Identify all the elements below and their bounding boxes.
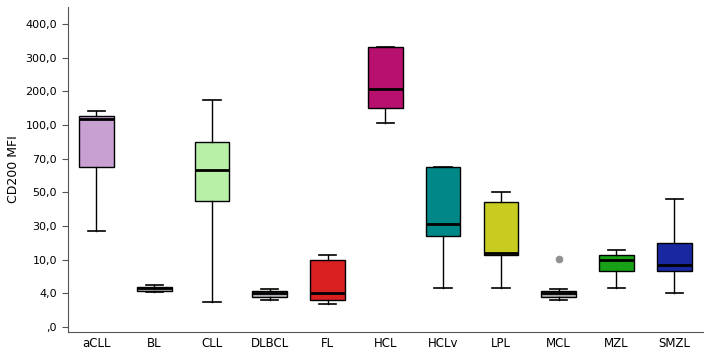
PathPatch shape	[79, 116, 114, 167]
PathPatch shape	[657, 243, 692, 271]
PathPatch shape	[426, 167, 460, 236]
PathPatch shape	[195, 142, 229, 201]
PathPatch shape	[368, 47, 403, 108]
PathPatch shape	[310, 260, 345, 300]
PathPatch shape	[541, 291, 576, 297]
PathPatch shape	[253, 291, 287, 297]
PathPatch shape	[137, 287, 172, 291]
PathPatch shape	[484, 202, 518, 255]
PathPatch shape	[599, 255, 634, 271]
Y-axis label: CD200 MFI: CD200 MFI	[7, 136, 20, 203]
